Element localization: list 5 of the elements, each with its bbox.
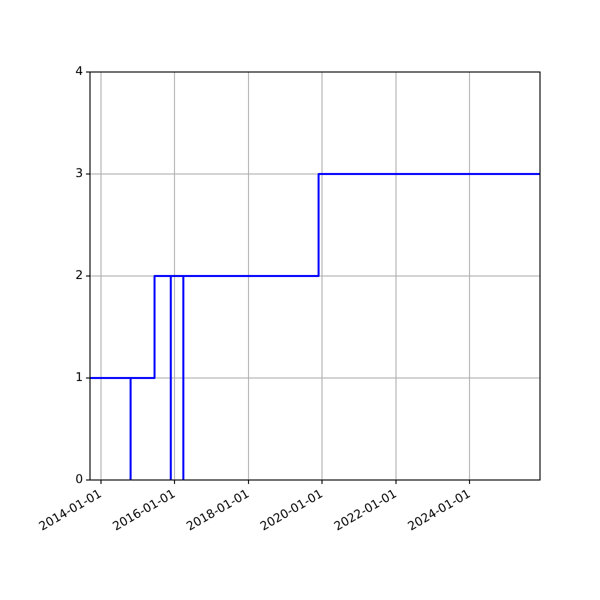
y-tick-label: 1 <box>75 370 83 384</box>
y-tick-label: 2 <box>75 268 83 282</box>
y-tick-label: 0 <box>75 472 83 486</box>
y-tick-label: 4 <box>75 64 83 78</box>
y-tick-label: 3 <box>75 166 83 180</box>
